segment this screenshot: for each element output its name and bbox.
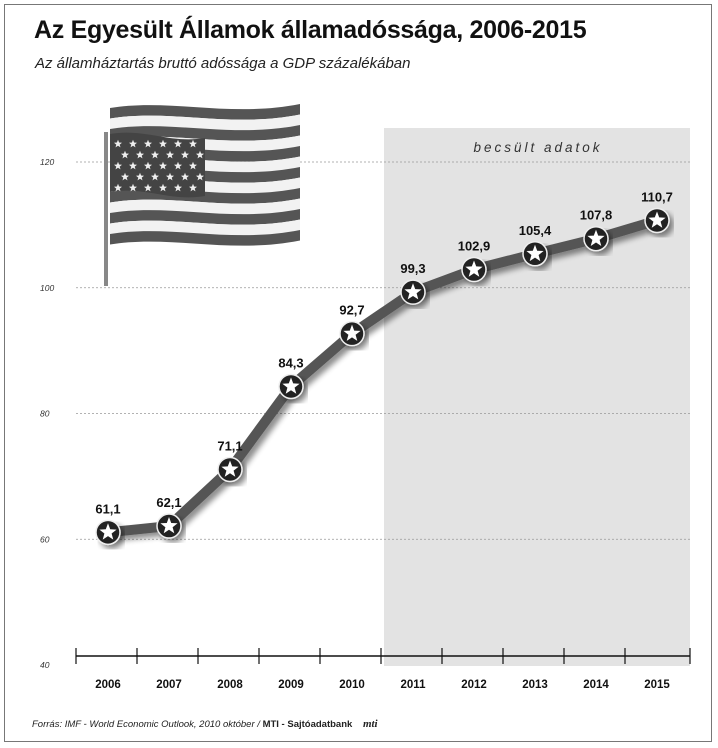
x-axis: 2006 2007 2008 2009 2010 2011 2012 2013 2014 2015 bbox=[75, 648, 691, 691]
estimate-label: becsült adatok bbox=[473, 140, 602, 155]
data-label: 84,3 bbox=[278, 355, 303, 370]
y-tick-label: 40 bbox=[40, 660, 50, 670]
data-label: 62,1 bbox=[156, 495, 181, 510]
data-label: 107,8 bbox=[580, 208, 613, 223]
data-point-marker bbox=[217, 456, 243, 483]
data-label: 71,1 bbox=[217, 438, 242, 453]
source-footer: Forrás: IMF - World Economic Outlook, 20… bbox=[32, 718, 378, 730]
x-tick-label: 2006 bbox=[95, 679, 121, 691]
source-brand: MTI - Sajtóadatbank bbox=[262, 719, 353, 730]
x-tick-label: 2014 bbox=[583, 679, 609, 691]
x-tick-label: 2013 bbox=[522, 679, 548, 691]
data-point-marker bbox=[461, 256, 487, 283]
x-tick-label: 2009 bbox=[278, 679, 304, 691]
data-point-marker bbox=[156, 513, 182, 539]
data-point-marker bbox=[400, 279, 426, 305]
x-tick-label: 2010 bbox=[339, 679, 365, 691]
y-tick-label: 100 bbox=[40, 283, 54, 293]
data-label: 105,4 bbox=[519, 223, 552, 238]
data-label: 99,3 bbox=[400, 261, 425, 276]
data-point-marker bbox=[339, 320, 365, 347]
x-tick-label: 2007 bbox=[156, 679, 182, 691]
data-point-marker bbox=[522, 241, 548, 267]
x-tick-label: 2011 bbox=[401, 679, 427, 691]
chart-title: Az Egyesült Államok államadóssága, 2006-… bbox=[34, 16, 587, 44]
x-tick-label: 2012 bbox=[461, 679, 487, 691]
x-tick-label: 2008 bbox=[217, 679, 243, 691]
us-flag-icon bbox=[104, 104, 300, 286]
y-axis-ticks: 40 60 80 100 120 bbox=[40, 157, 54, 670]
data-point-marker bbox=[278, 373, 304, 400]
data-point-marker bbox=[583, 225, 609, 252]
data-label: 92,7 bbox=[339, 303, 364, 318]
data-point-marker bbox=[95, 519, 121, 546]
data-label: 110,7 bbox=[641, 189, 673, 204]
chart-subtitle: Az államháztartás bruttó adóssága a GDP … bbox=[35, 55, 411, 72]
x-tick-label: 2015 bbox=[644, 679, 670, 691]
data-label: 102,9 bbox=[458, 239, 491, 254]
debt-series-line bbox=[103, 215, 662, 538]
mti-logo: mti bbox=[362, 718, 378, 730]
data-point-marker bbox=[644, 207, 670, 234]
data-label: 61,1 bbox=[95, 501, 120, 516]
source-text: Forrás: IMF - World Economic Outlook, 20… bbox=[32, 719, 260, 730]
y-tick-label: 80 bbox=[40, 409, 50, 419]
y-tick-label: 120 bbox=[40, 157, 54, 167]
estimate-band bbox=[384, 128, 690, 666]
y-tick-label: 60 bbox=[40, 534, 50, 544]
